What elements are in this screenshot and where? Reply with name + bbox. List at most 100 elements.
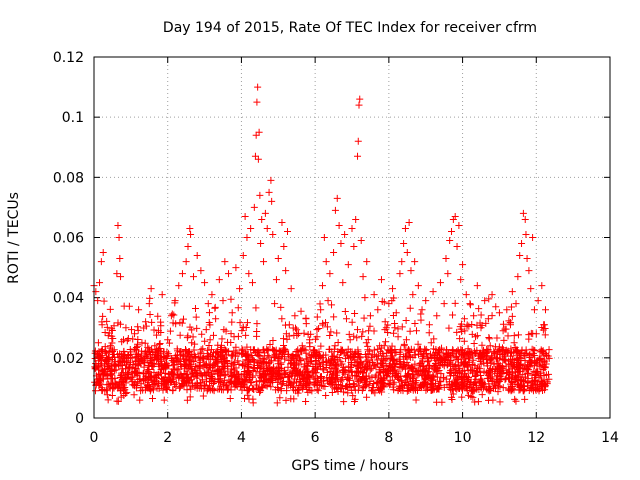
data-point bbox=[151, 342, 159, 350]
band-point bbox=[344, 373, 352, 381]
band-point bbox=[98, 375, 106, 383]
data-point bbox=[315, 360, 323, 368]
band-point bbox=[394, 325, 402, 333]
data-point bbox=[108, 375, 116, 383]
data-point bbox=[202, 372, 210, 380]
data-point bbox=[457, 276, 465, 284]
band-point bbox=[302, 397, 310, 405]
band-point bbox=[185, 357, 193, 365]
band-point bbox=[531, 359, 539, 367]
band-point bbox=[184, 332, 192, 340]
y-axis-label: ROTI / TECUs bbox=[6, 192, 22, 284]
band-point bbox=[402, 316, 410, 324]
data-point bbox=[127, 348, 135, 356]
band-point bbox=[541, 331, 549, 339]
band-point bbox=[285, 377, 293, 385]
data-point bbox=[132, 369, 140, 377]
band-point bbox=[299, 383, 307, 391]
data-point bbox=[257, 240, 265, 248]
band-point bbox=[123, 389, 131, 397]
band-point bbox=[193, 384, 201, 392]
band-point bbox=[448, 386, 456, 394]
band-point bbox=[302, 382, 310, 390]
band-point bbox=[149, 386, 157, 394]
band-point bbox=[443, 381, 451, 389]
x-tick-label: 4 bbox=[237, 430, 246, 446]
band-point bbox=[401, 365, 409, 373]
band-point bbox=[322, 319, 330, 327]
data-point bbox=[143, 366, 151, 374]
data-point bbox=[383, 372, 391, 380]
data-point bbox=[468, 366, 476, 374]
band-point bbox=[435, 367, 443, 375]
data-point bbox=[221, 258, 229, 266]
band-point bbox=[457, 380, 465, 388]
data-point bbox=[350, 243, 358, 251]
band-point bbox=[189, 370, 197, 378]
band-point bbox=[488, 312, 496, 320]
band-point bbox=[368, 374, 376, 382]
band-point bbox=[238, 327, 246, 335]
band-point bbox=[380, 383, 388, 391]
band-point bbox=[106, 384, 114, 392]
data-point bbox=[156, 369, 164, 377]
band-point bbox=[310, 380, 318, 388]
data-point bbox=[255, 128, 263, 136]
band-point bbox=[235, 349, 243, 357]
band-point bbox=[199, 354, 207, 362]
data-point bbox=[184, 243, 192, 251]
band-point bbox=[545, 346, 553, 354]
band-point bbox=[247, 379, 255, 387]
band-point bbox=[163, 386, 171, 394]
band-point bbox=[95, 348, 103, 356]
data-point bbox=[313, 333, 321, 341]
data-point bbox=[398, 258, 406, 266]
band-point bbox=[92, 360, 100, 368]
data-point bbox=[251, 152, 259, 160]
data-point bbox=[529, 234, 537, 241]
band-point bbox=[134, 335, 142, 343]
band-point bbox=[352, 358, 360, 366]
data-point bbox=[488, 291, 496, 299]
data-point bbox=[263, 224, 271, 232]
band-point bbox=[232, 364, 240, 372]
band-point bbox=[521, 362, 529, 370]
band-point bbox=[475, 365, 483, 373]
band-point bbox=[482, 319, 490, 327]
band-point bbox=[358, 386, 366, 394]
band-point bbox=[263, 345, 271, 353]
band-point bbox=[332, 375, 340, 383]
band-point bbox=[203, 350, 211, 358]
band-point bbox=[500, 336, 508, 344]
band-point bbox=[186, 376, 194, 384]
band-point bbox=[520, 382, 528, 390]
data-point bbox=[241, 212, 249, 220]
data-point bbox=[260, 258, 268, 266]
band-point bbox=[512, 347, 520, 355]
data-point bbox=[433, 312, 441, 320]
band-point bbox=[486, 385, 494, 393]
band-point bbox=[407, 386, 415, 394]
band-point bbox=[541, 325, 549, 333]
data-point bbox=[324, 297, 332, 305]
data-point bbox=[536, 348, 544, 356]
band-point bbox=[510, 332, 518, 340]
data-point bbox=[295, 330, 303, 338]
band-point bbox=[536, 381, 544, 389]
data-point bbox=[322, 258, 330, 266]
band-point bbox=[399, 381, 407, 389]
band-point bbox=[244, 350, 252, 358]
band-point bbox=[272, 386, 280, 394]
data-point bbox=[190, 273, 198, 281]
band-point bbox=[184, 360, 192, 368]
band-point bbox=[141, 349, 149, 357]
data-point bbox=[204, 300, 212, 308]
band-point bbox=[521, 373, 529, 381]
data-point bbox=[374, 306, 382, 314]
band-point bbox=[405, 362, 413, 370]
band-point bbox=[189, 333, 197, 341]
band-point bbox=[469, 393, 477, 401]
band-point bbox=[291, 375, 299, 383]
band-point bbox=[539, 366, 547, 374]
band-point bbox=[256, 369, 264, 377]
